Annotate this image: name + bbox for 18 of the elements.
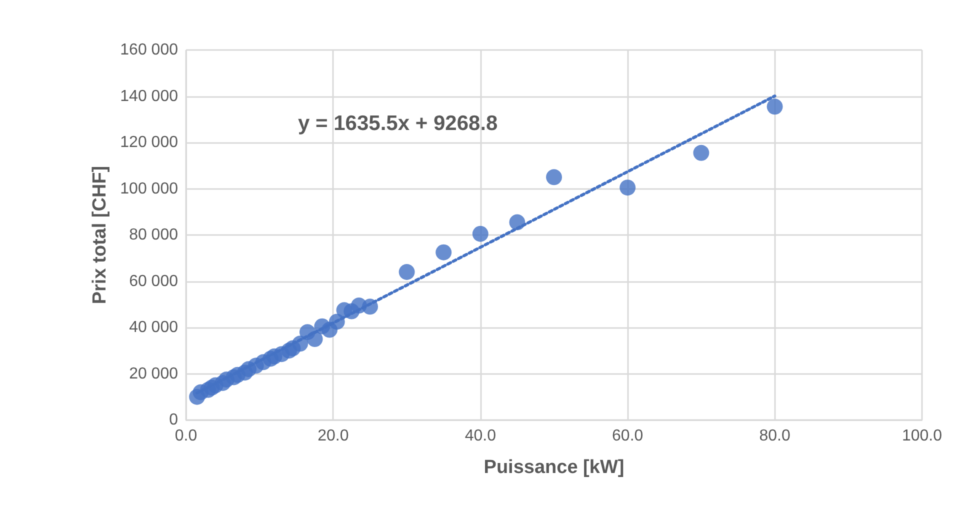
y-tick-label: 60 000 <box>129 272 178 290</box>
y-tick-label: 160 000 <box>120 42 178 58</box>
x-tick-label: 20.0 <box>318 428 349 444</box>
x-tick-label: 80.0 <box>759 428 790 444</box>
annotation: y = 1635.5x + 9268.8 <box>298 112 498 135</box>
y-tick-label: 40 000 <box>129 319 178 336</box>
y-tick-label: 100 000 <box>120 180 178 198</box>
x-tick-label: 100.0 <box>902 428 942 444</box>
y-axis-title: Prix total [CHF] <box>89 166 110 304</box>
y-tick-label: 140 000 <box>120 88 178 105</box>
x-axis-title: Puissance [kW] <box>484 457 624 478</box>
y-tick-label: 20 000 <box>129 365 178 382</box>
y-tick-label: 0 <box>169 412 178 428</box>
x-tick-label: 60.0 <box>612 428 644 444</box>
x-tick-label: 0.0 <box>174 428 198 444</box>
y-tick-label: 120 000 <box>120 134 178 151</box>
x-tick-label: 40.0 <box>464 428 496 444</box>
y-tick-label: 80 000 <box>129 226 178 244</box>
